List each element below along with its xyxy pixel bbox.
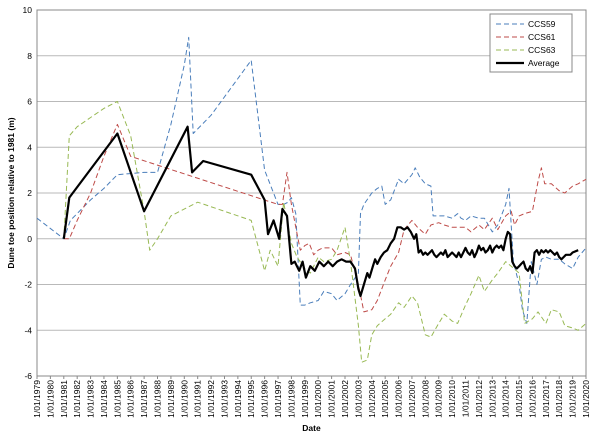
x-tick-label: 1/01/2001	[327, 380, 337, 418]
x-tick-label: 1/01/2011	[460, 380, 470, 417]
x-tick-label: 1/01/1985	[112, 380, 122, 418]
x-tick-label: 1/01/1984	[99, 380, 109, 418]
x-tick-label: 1/01/1983	[86, 380, 96, 418]
x-tick-label: 1/01/2012	[474, 380, 484, 418]
x-tick-label: 1/01/2015	[514, 380, 524, 418]
x-tick-label: 1/01/1989	[166, 380, 176, 418]
legend: CCS59 CCS61 CCS63 Average	[489, 13, 573, 73]
y-tick-label: -2	[24, 280, 32, 290]
x-tick-label: 1/01/1994	[233, 380, 243, 418]
x-tick-label: 1/01/2010	[447, 380, 457, 418]
series-line-average	[62, 125, 579, 297]
x-tick-label: 1/01/2018	[554, 380, 564, 418]
x-tick-label: 1/01/1992	[206, 380, 216, 418]
y-tick-label: 4	[27, 142, 32, 152]
x-tick-label: 1/01/1988	[153, 380, 163, 418]
y-tick-label: 6	[27, 97, 32, 107]
x-tick-label: 1/01/2002	[340, 380, 350, 418]
x-tick-label: 1/01/2017	[541, 380, 551, 418]
x-tick-label: 1/01/1979	[32, 380, 42, 418]
x-tick-label: 1/01/2020	[581, 380, 591, 418]
series-line-ccs63	[63, 101, 587, 363]
x-tick-label: 1/01/1980	[45, 380, 55, 418]
x-tick-label: 1/01/2019	[568, 380, 578, 418]
y-tick-label: 8	[27, 51, 32, 61]
series-lines	[36, 36, 587, 363]
y-tick-label: -4	[24, 325, 32, 335]
x-tick-label: 1/01/2016	[527, 380, 537, 418]
x-tick-label: 1/01/1996	[260, 380, 270, 418]
x-tick-label: 1/01/1982	[72, 380, 82, 418]
x-tick-label: 1/01/2000	[313, 380, 323, 418]
legend-label-ccs61: CCS61	[528, 32, 556, 42]
x-tick-label: 1/01/1999	[300, 380, 310, 418]
x-axis-title: Date	[302, 423, 321, 433]
x-tick-label: 1/01/2013	[487, 380, 497, 418]
legend-label-ccs63: CCS63	[528, 45, 556, 55]
x-tick-label: 1/01/1997	[273, 380, 283, 418]
x-tick-label: 1/01/2006	[394, 380, 404, 418]
x-tick-label: 1/01/1987	[139, 380, 149, 418]
x-tick-label: 1/01/2004	[367, 380, 377, 418]
y-tick-label: 10	[23, 5, 33, 15]
x-tick-label: 1/01/2007	[407, 380, 417, 418]
legend-label-ccs59: CCS59	[528, 19, 556, 29]
x-tick-label: 1/01/1986	[126, 380, 136, 418]
x-tick-label: 1/01/1995	[246, 380, 256, 418]
y-tick-label: 0	[27, 234, 32, 244]
x-tick-label: 1/01/1990	[179, 380, 189, 418]
y-tick-label: -6	[24, 371, 32, 381]
series-line-ccs61	[63, 123, 587, 313]
x-tick-label: 1/01/2005	[380, 380, 390, 418]
y-tick-label: 2	[27, 188, 32, 198]
x-tick-label: 1/01/2003	[353, 380, 363, 418]
y-axis-title: Dune toe position relative to 1981 (m)	[6, 117, 16, 268]
x-tick-label: 1/01/1998	[286, 380, 296, 418]
plot-area-frame	[36, 9, 587, 377]
x-tick-label: 1/01/1991	[193, 380, 203, 418]
x-tick-label: 1/01/1981	[59, 380, 69, 418]
legend-label-average: Average	[528, 58, 560, 68]
x-tick-label: 1/01/2014	[501, 380, 511, 418]
x-axis-tick-labels: 1/01/1979 1/01/1980 1/01/1981 1/01/1982 1/01…	[32, 376, 591, 418]
x-tick-label: 1/01/1993	[219, 380, 229, 418]
x-tick-label: 1/01/2008	[420, 380, 430, 418]
x-tick-label: 1/01/2009	[434, 380, 444, 418]
y-axis-tick-labels: -6 -4 -2 0 2 4 6 8 10	[23, 5, 33, 381]
series-line-ccs59	[36, 36, 587, 324]
